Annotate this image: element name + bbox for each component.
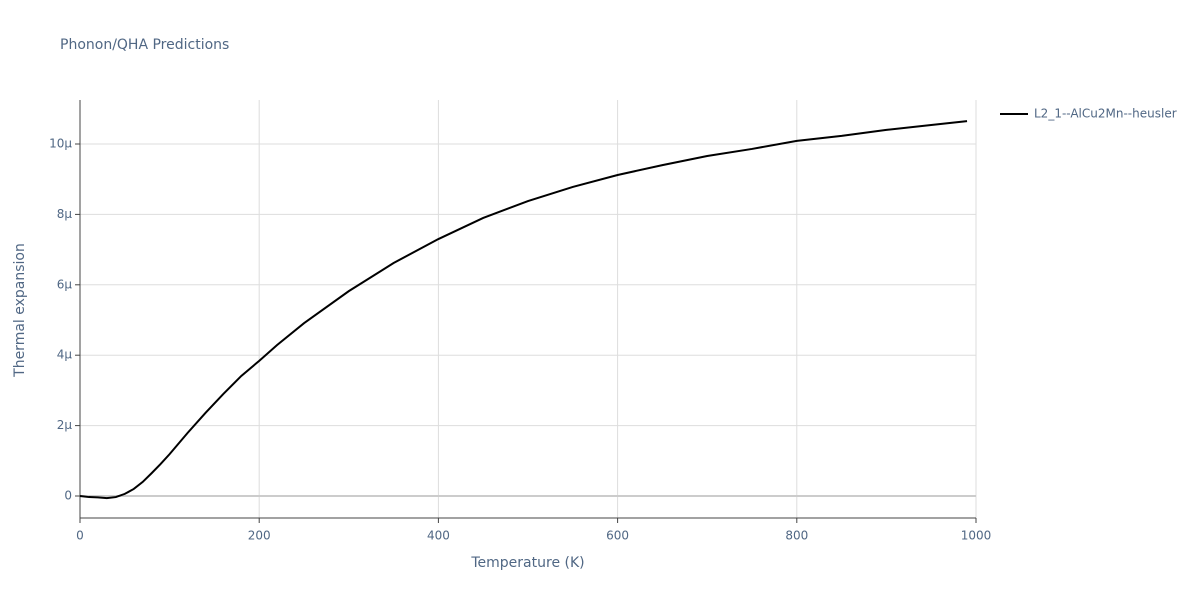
series-line (79, 120, 968, 500)
y-tick-label: 10µ (49, 137, 72, 151)
y-tick-label: 6µ (57, 277, 73, 291)
y-tick-label: 2µ (57, 418, 73, 432)
x-tick-label: 600 (606, 529, 629, 543)
x-tick-label: 800 (785, 529, 808, 543)
y-tick-label: 4µ (57, 348, 73, 362)
legend-label: L2_1--AlCu2Mn--heusler (1034, 107, 1177, 121)
chart-title: Phonon/QHA Predictions (60, 37, 229, 53)
x-tick-label: 400 (427, 529, 450, 543)
y-tick-label: 0 (64, 489, 72, 503)
y-axis-title: Thermal expansion (12, 243, 28, 378)
x-tick-label: 0 (76, 529, 84, 543)
y-tick-label: 8µ (57, 207, 73, 221)
x-axis-title: Temperature (K) (470, 555, 584, 571)
x-tick-label: 1000 (961, 529, 992, 543)
x-tick-label: 200 (248, 529, 271, 543)
